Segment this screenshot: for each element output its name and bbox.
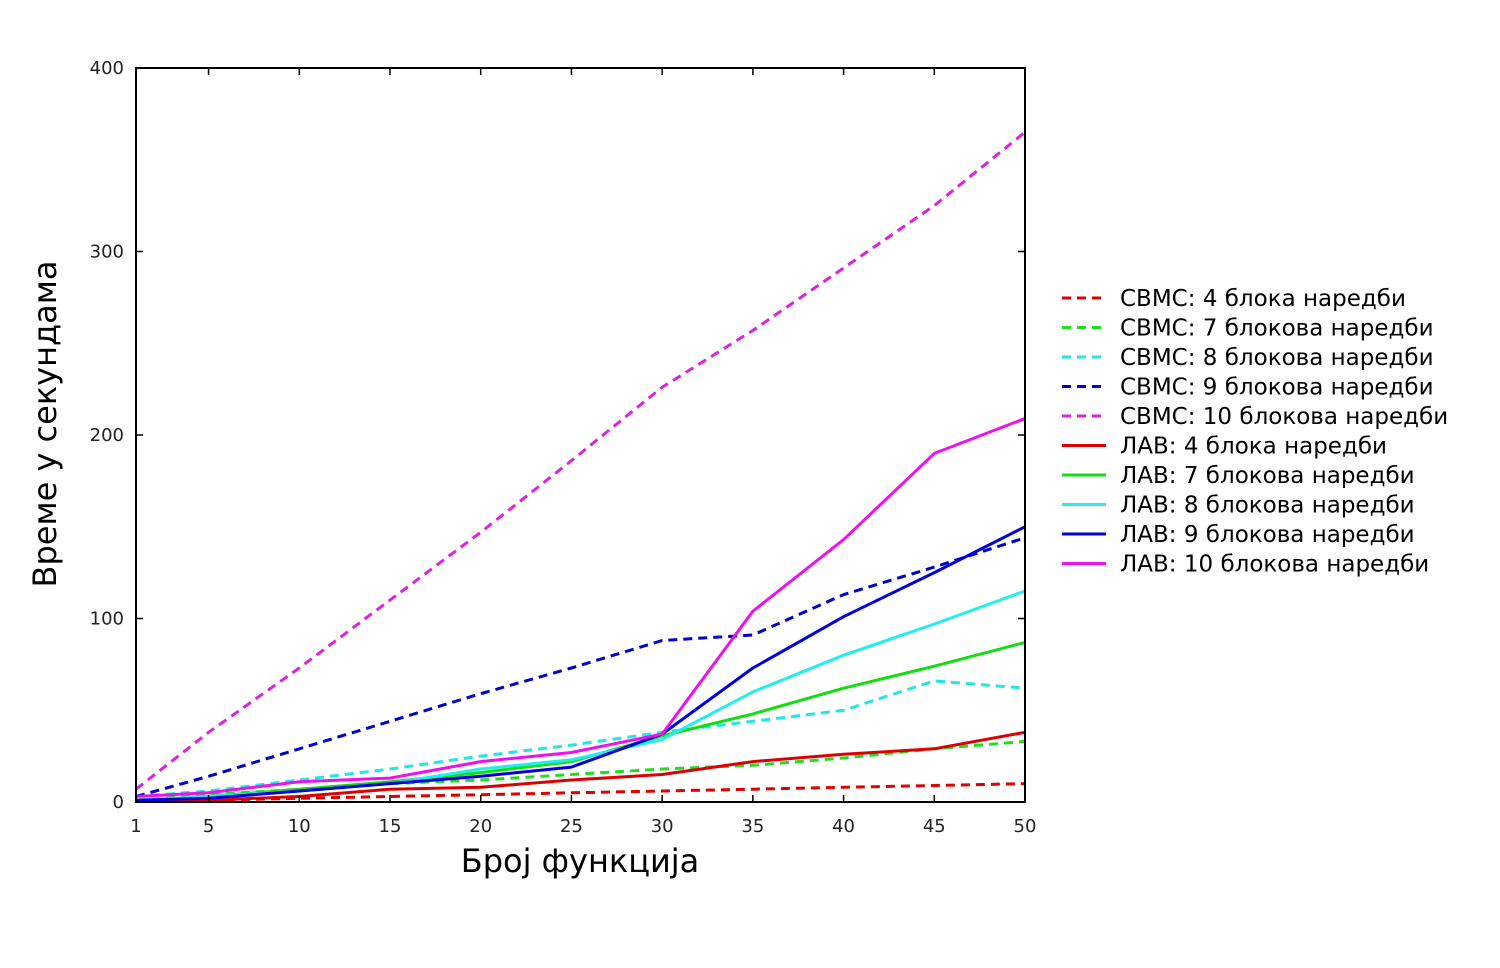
legend-label-5: СВМС: 10 блокова наредби	[1120, 404, 1448, 430]
series-line-7	[135, 640, 1026, 802]
legend-label-8: ЛАВ: 8 блокова наредби	[1120, 493, 1415, 519]
series-line-3	[135, 679, 1026, 798]
x-tick-label: 40	[832, 816, 855, 837]
y-tick-label: 300	[90, 242, 124, 263]
series-line-1	[136, 782, 1026, 802]
x-tick-label: 30	[651, 816, 674, 837]
x-tick-label: 1	[130, 816, 141, 837]
series-line-2	[135, 739, 1026, 802]
series-line-10	[135, 417, 1026, 798]
plot-frame	[135, 67, 1026, 803]
x-tick-label: 25	[560, 816, 583, 837]
x-tick-label: 35	[741, 816, 764, 837]
legend: СВМС: 4 блока наредби СВМС: 7 блокова нар…	[1062, 286, 1448, 578]
x-tick-label: 20	[469, 816, 492, 837]
series-line-4	[135, 536, 1026, 798]
series-layer	[135, 131, 1026, 802]
legend-label-3: СВМС: 8 блокова наредби	[1120, 345, 1434, 371]
series-line-5	[135, 131, 1026, 791]
legend-label-2: СВМС: 7 блокова наредби	[1120, 316, 1434, 342]
x-tick-label: 45	[923, 816, 946, 837]
x-axis-title: Број функција	[461, 842, 700, 880]
x-tick-label: 50	[1014, 816, 1037, 837]
ticks-layer	[135, 67, 1026, 803]
y-tick-label: 0	[113, 792, 124, 813]
x-tick-label: 15	[379, 816, 402, 837]
y-axis-title: Време у секундама	[26, 260, 64, 587]
series-line-6	[136, 730, 1026, 802]
y-tick-label: 100	[90, 609, 124, 630]
legend-label-7: ЛАВ: 7 блокова наредби	[1120, 463, 1415, 489]
legend-label-10: ЛАВ: 10 блокова наредби	[1120, 552, 1429, 578]
y-tick-label: 400	[90, 58, 124, 79]
series-line-9	[135, 525, 1026, 802]
y-tick-label: 200	[90, 425, 124, 446]
legend-label-9: ЛАВ: 9 блокова наредби	[1120, 522, 1415, 548]
legend-label-4: СВМС: 9 блокова наредби	[1120, 375, 1434, 401]
legend-label-1: СВМС: 4 блока наредби	[1120, 286, 1406, 312]
legend-label-6: ЛАВ: 4 блока наредби	[1120, 434, 1387, 460]
series-line-8	[135, 589, 1026, 802]
x-tick-label: 10	[288, 816, 311, 837]
x-tick-label: 5	[203, 816, 214, 837]
